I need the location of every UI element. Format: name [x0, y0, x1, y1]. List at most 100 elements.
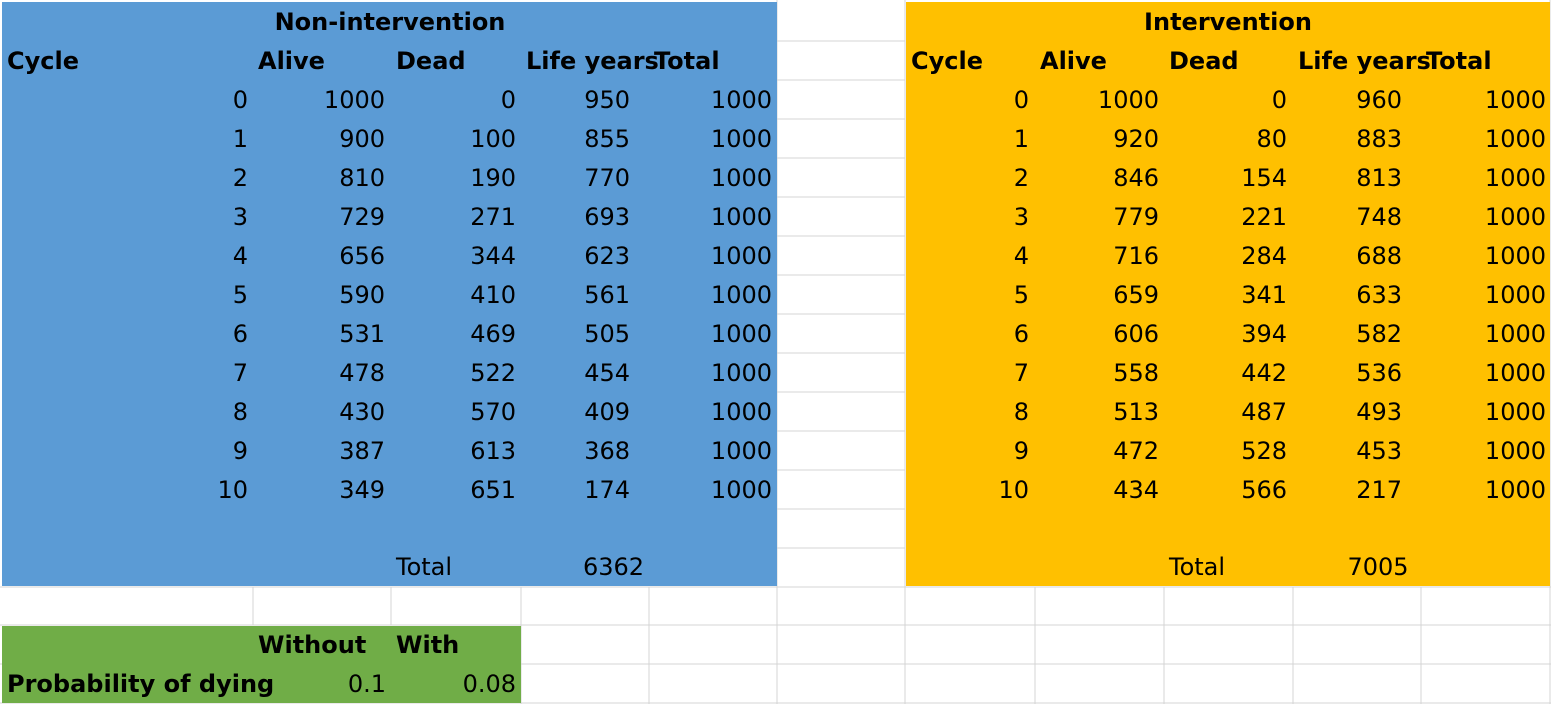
- cycle-cell: 0: [1013, 86, 1029, 114]
- total-cell: 1000: [710, 203, 772, 231]
- dead-cell: 566: [1241, 476, 1287, 504]
- cycle-cell: 10: [998, 476, 1029, 504]
- non-intervention-block: [2, 2, 777, 586]
- life-years-cell: 409: [584, 398, 630, 426]
- header-dead: Dead: [396, 47, 466, 75]
- probability-of-dying-label: Probability of dying: [7, 670, 275, 698]
- dead-cell: 341: [1241, 281, 1287, 309]
- life-years-cell: 623: [584, 242, 630, 270]
- life-years-cell: 693: [584, 203, 630, 231]
- alive-cell: 1000: [323, 86, 385, 114]
- life-years-cell: 561: [584, 281, 630, 309]
- probability-block: [2, 626, 521, 703]
- cycle-cell: 7: [232, 359, 248, 387]
- life-years-cell: 950: [584, 86, 630, 114]
- dead-cell: 613: [470, 437, 516, 465]
- dead-cell: 190: [470, 164, 516, 192]
- total-cell: 1000: [710, 164, 772, 192]
- header-cycle: Cycle: [911, 47, 983, 75]
- life-years-cell: 960: [1356, 86, 1402, 114]
- total-cell: 1000: [710, 359, 772, 387]
- alive-cell: 558: [1113, 359, 1159, 387]
- header-life-years: Life years: [526, 47, 659, 75]
- with-label: With: [396, 631, 460, 659]
- alive-cell: 513: [1113, 398, 1159, 426]
- without-label: Without: [258, 631, 367, 659]
- dead-cell: 0: [1271, 86, 1287, 114]
- cycle-cell: 8: [1013, 398, 1029, 426]
- dead-cell: 100: [470, 125, 516, 153]
- total-cell: 1000: [1484, 359, 1546, 387]
- alive-cell: 434: [1113, 476, 1159, 504]
- dead-cell: 651: [470, 476, 516, 504]
- total-cell: 1000: [710, 86, 772, 114]
- life-years-cell: 813: [1356, 164, 1402, 192]
- alive-cell: 531: [339, 320, 385, 348]
- total-cell: 1000: [710, 242, 772, 270]
- dead-cell: 284: [1241, 242, 1287, 270]
- dead-cell: 469: [470, 320, 516, 348]
- total-cell: 1000: [1484, 203, 1546, 231]
- total-cell: 1000: [1484, 164, 1546, 192]
- dead-cell: 271: [470, 203, 516, 231]
- life-years-cell: 770: [584, 164, 630, 192]
- header-total: Total: [654, 47, 720, 75]
- dead-cell: 522: [470, 359, 516, 387]
- non-intervention-title: Non-intervention: [274, 8, 506, 36]
- total-cell: 1000: [710, 398, 772, 426]
- total-cell: 1000: [1484, 281, 1546, 309]
- probability-with-value: 0.08: [462, 670, 516, 698]
- life-years-cell: 883: [1356, 125, 1402, 153]
- life-years-cell: 368: [584, 437, 630, 465]
- alive-cell: 716: [1113, 242, 1159, 270]
- cycle-cell: 5: [1013, 281, 1029, 309]
- total-cell: 1000: [710, 320, 772, 348]
- dead-cell: 221: [1241, 203, 1287, 231]
- dead-cell: 344: [470, 242, 516, 270]
- header-dead: Dead: [1169, 47, 1239, 75]
- dead-cell: 528: [1241, 437, 1287, 465]
- dead-cell: 0: [500, 86, 516, 114]
- life-years-cell: 536: [1356, 359, 1402, 387]
- total-cell: 1000: [1484, 476, 1546, 504]
- probability-without-value: 0.1: [347, 670, 386, 698]
- intervention-block: [906, 2, 1550, 586]
- header-cycle: Cycle: [7, 47, 79, 75]
- alive-cell: 472: [1113, 437, 1159, 465]
- cycle-cell: 5: [232, 281, 248, 309]
- life-years-cell: 633: [1356, 281, 1402, 309]
- alive-cell: 659: [1113, 281, 1159, 309]
- total-cell: 1000: [710, 125, 772, 153]
- life-years-cell: 174: [584, 476, 630, 504]
- cycle-cell: 7: [1013, 359, 1029, 387]
- header-alive: Alive: [1040, 47, 1107, 75]
- cycle-cell: 6: [1013, 320, 1029, 348]
- alive-cell: 590: [339, 281, 385, 309]
- life-years-cell: 493: [1356, 398, 1402, 426]
- cycle-cell: 1: [232, 125, 248, 153]
- alive-cell: 606: [1113, 320, 1159, 348]
- cycle-cell: 9: [1013, 437, 1029, 465]
- total-cell: 1000: [710, 476, 772, 504]
- life-years-cell: 855: [584, 125, 630, 153]
- alive-cell: 478: [339, 359, 385, 387]
- total-life-years-value: 7005: [1347, 553, 1409, 581]
- dead-cell: 487: [1241, 398, 1287, 426]
- total-life-years-value: 6362: [582, 553, 645, 581]
- cycle-cell: 9: [232, 437, 248, 465]
- life-years-cell: 453: [1356, 437, 1402, 465]
- total-cell: 1000: [1484, 320, 1546, 348]
- cycle-cell: 2: [232, 164, 248, 192]
- life-years-cell: 505: [584, 320, 630, 348]
- total-cell: 1000: [710, 437, 772, 465]
- total-cell: 1000: [1484, 437, 1546, 465]
- alive-cell: 920: [1113, 125, 1159, 153]
- alive-cell: 846: [1113, 164, 1159, 192]
- dead-cell: 394: [1241, 320, 1287, 348]
- alive-cell: 430: [339, 398, 385, 426]
- cycle-cell: 1: [1013, 125, 1029, 153]
- dead-cell: 570: [470, 398, 516, 426]
- header-alive: Alive: [258, 47, 325, 75]
- alive-cell: 779: [1113, 203, 1159, 231]
- dead-cell: 154: [1241, 164, 1287, 192]
